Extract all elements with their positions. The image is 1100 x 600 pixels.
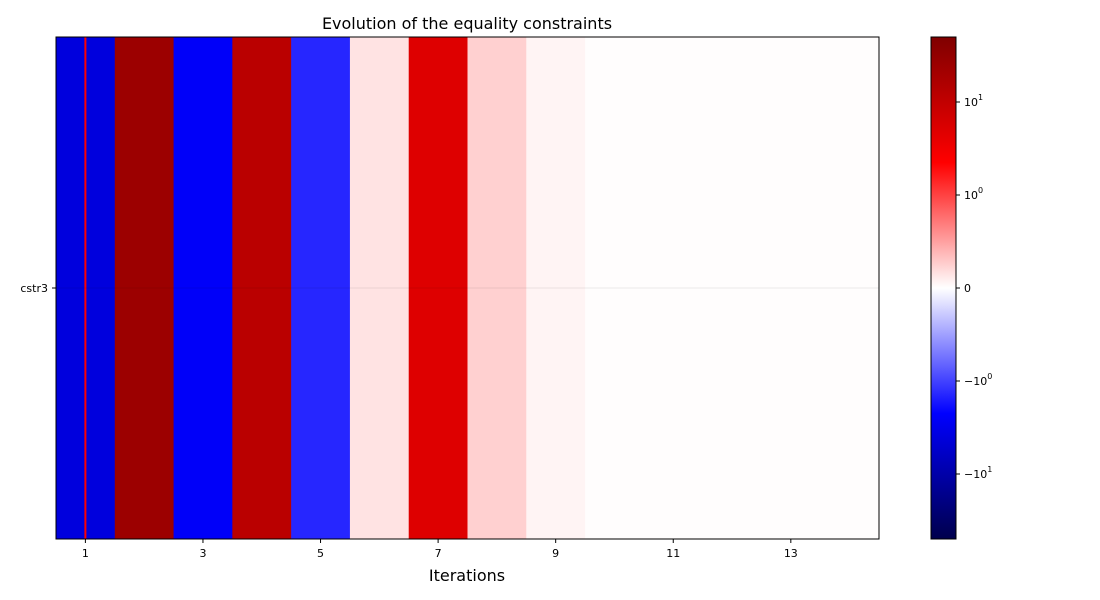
heatmap-cell xyxy=(702,37,763,539)
y-axis-ticks: cstr3 xyxy=(20,282,56,295)
colorbar-tick-label: 100 xyxy=(964,186,983,202)
x-tick-label: 11 xyxy=(666,547,680,560)
x-tick-label: 13 xyxy=(784,547,798,560)
heatmap-cell xyxy=(585,37,645,539)
colorbar xyxy=(930,36,957,540)
heatmap-cell xyxy=(232,37,292,539)
heatmap-cell xyxy=(291,37,351,539)
x-tick-label: 7 xyxy=(435,547,442,560)
heatmap-cell xyxy=(408,37,469,539)
x-axis-label: Iterations xyxy=(429,566,505,585)
heatmap-cell xyxy=(349,37,410,539)
heatmap-cell xyxy=(526,37,586,539)
heatmap-cell xyxy=(643,37,704,539)
heatmap-cell xyxy=(820,37,880,539)
heatmap-cell xyxy=(173,37,233,539)
x-tick-label: 9 xyxy=(552,547,559,560)
chart-title: Evolution of the equality constraints xyxy=(322,14,612,33)
colorbar-tick-label: 0 xyxy=(964,282,971,295)
colorbar-ticks: 101 100 0 −100 −101 xyxy=(956,93,992,481)
x-axis-ticks: 1 3 5 7 9 11 13 xyxy=(82,539,798,560)
colorbar-tick-label: −101 xyxy=(964,465,992,481)
x-tick-label: 1 xyxy=(82,547,89,560)
heatmap-cell xyxy=(761,37,821,539)
y-tick-label: cstr3 xyxy=(20,282,48,295)
x-tick-label: 5 xyxy=(317,547,324,560)
heatmap-cells xyxy=(56,37,880,539)
heatmap-cell xyxy=(114,37,175,539)
heatmap-cell xyxy=(467,37,527,539)
x-tick-label: 3 xyxy=(199,547,206,560)
colorbar-tick-label: −100 xyxy=(964,372,992,388)
colorbar-tick-label: 101 xyxy=(964,93,983,109)
